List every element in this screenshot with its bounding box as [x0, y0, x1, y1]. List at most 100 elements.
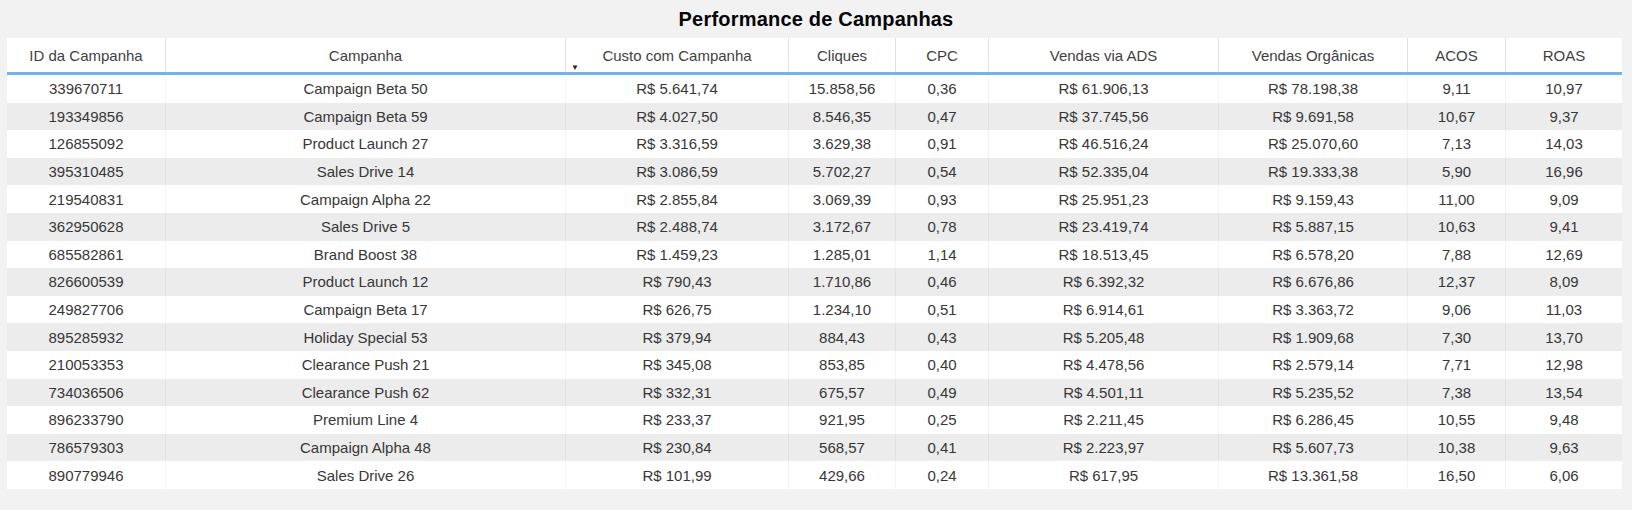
table-title: Performance de Campanhas	[0, 0, 1632, 38]
cell-vendas_organicas: R$ 25.070,60	[1218, 130, 1407, 158]
cell-roas: 10,97	[1505, 75, 1622, 103]
table-row[interactable]: 734036506Clearance Push 62R$ 332,31675,5…	[7, 379, 1622, 407]
cell-campanha: Premium Line 4	[165, 406, 565, 434]
table-row[interactable]: 249827706Campaign Beta 17R$ 626,751.234,…	[7, 296, 1622, 324]
cell-campanha: Campaign Alpha 48	[165, 434, 565, 462]
cell-cliques: 1.710,86	[788, 268, 895, 296]
cell-custo: R$ 233,37	[565, 406, 788, 434]
cell-campanha: Product Launch 12	[165, 268, 565, 296]
cell-roas: 13,54	[1505, 379, 1622, 407]
cell-roas: 9,37	[1505, 103, 1622, 131]
cell-roas: 11,03	[1505, 296, 1622, 324]
table-row[interactable]: 210053353Clearance Push 21R$ 345,08853,8…	[7, 351, 1622, 379]
cell-custo: R$ 2.488,74	[565, 213, 788, 241]
cell-roas: 8,09	[1505, 268, 1622, 296]
cell-campanha: Product Launch 27	[165, 130, 565, 158]
cell-roas: 14,03	[1505, 130, 1622, 158]
cell-id: 786579303	[7, 434, 165, 462]
column-header-cpc[interactable]: CPC	[895, 38, 988, 72]
cell-roas: 16,96	[1505, 158, 1622, 186]
cell-roas: 9,41	[1505, 213, 1622, 241]
cell-roas: 13,70	[1505, 323, 1622, 351]
column-header-vendas_ads[interactable]: Vendas via ADS	[988, 38, 1218, 72]
cell-vendas_organicas: R$ 5.235,52	[1218, 379, 1407, 407]
cell-cliques: 884,43	[788, 323, 895, 351]
cell-campanha: Campaign Beta 59	[165, 103, 565, 131]
cell-id: 826600539	[7, 268, 165, 296]
cell-cpc: 0,43	[895, 323, 988, 351]
cell-custo: R$ 4.027,50	[565, 103, 788, 131]
table-row[interactable]: 395310485Sales Drive 14R$ 3.086,595.702,…	[7, 158, 1622, 186]
cell-acos: 10,63	[1407, 213, 1505, 241]
table-row[interactable]: 786579303Campaign Alpha 48R$ 230,84568,5…	[7, 434, 1622, 462]
table-row[interactable]: 126855092Product Launch 27R$ 3.316,593.6…	[7, 130, 1622, 158]
cell-custo: R$ 101,99	[565, 461, 788, 489]
cell-vendas_ads: R$ 5.205,48	[988, 323, 1218, 351]
table-row[interactable]: 826600539Product Launch 12R$ 790,431.710…	[7, 268, 1622, 296]
cell-acos: 16,50	[1407, 461, 1505, 489]
cell-campanha: Clearance Push 62	[165, 379, 565, 407]
cell-vendas_organicas: R$ 6.578,20	[1218, 241, 1407, 269]
cell-id: 895285932	[7, 323, 165, 351]
cell-campanha: Clearance Push 21	[165, 351, 565, 379]
cell-cliques: 5.702,27	[788, 158, 895, 186]
cell-custo: R$ 332,31	[565, 379, 788, 407]
cell-vendas_organicas: R$ 5.607,73	[1218, 434, 1407, 462]
table-row[interactable]: 890779946Sales Drive 26R$ 101,99429,660,…	[7, 461, 1622, 489]
cell-acos: 10,38	[1407, 434, 1505, 462]
table-row[interactable]: 219540831Campaign Alpha 22R$ 2.855,843.0…	[7, 185, 1622, 213]
column-header-acos[interactable]: ACOS	[1407, 38, 1505, 72]
cell-roas: 6,06	[1505, 461, 1622, 489]
cell-id: 210053353	[7, 351, 165, 379]
cell-vendas_organicas: R$ 13.361,58	[1218, 461, 1407, 489]
cell-acos: 10,55	[1407, 406, 1505, 434]
table-body: 339670711Campaign Beta 50R$ 5.641,7415.8…	[7, 75, 1622, 489]
cell-cliques: 3.629,38	[788, 130, 895, 158]
table-row[interactable]: 339670711Campaign Beta 50R$ 5.641,7415.8…	[7, 75, 1622, 103]
column-header-roas[interactable]: ROAS	[1505, 38, 1622, 72]
cell-custo: R$ 345,08	[565, 351, 788, 379]
table-row[interactable]: 896233790Premium Line 4R$ 233,37921,950,…	[7, 406, 1622, 434]
cell-custo: R$ 379,94	[565, 323, 788, 351]
cell-acos: 7,88	[1407, 241, 1505, 269]
cell-cliques: 1.285,01	[788, 241, 895, 269]
cell-vendas_ads: R$ 617,95	[988, 461, 1218, 489]
cell-vendas_ads: R$ 6.914,61	[988, 296, 1218, 324]
cell-cpc: 0,91	[895, 130, 988, 158]
column-header-label: Custo com Campanha	[602, 47, 751, 64]
cell-acos: 7,13	[1407, 130, 1505, 158]
cell-cpc: 0,25	[895, 406, 988, 434]
table-row[interactable]: 193349856Campaign Beta 59R$ 4.027,508.54…	[7, 103, 1622, 131]
table-row[interactable]: 362950628Sales Drive 5R$ 2.488,743.172,6…	[7, 213, 1622, 241]
cell-vendas_ads: R$ 2.211,45	[988, 406, 1218, 434]
column-header-label: Cliques	[817, 47, 867, 64]
column-header-custo[interactable]: Custo com Campanha▼	[565, 38, 788, 72]
cell-vendas_organicas: R$ 5.887,15	[1218, 213, 1407, 241]
cell-vendas_ads: R$ 4.501,11	[988, 379, 1218, 407]
cell-cpc: 0,24	[895, 461, 988, 489]
cell-campanha: Holiday Special 53	[165, 323, 565, 351]
cell-custo: R$ 3.316,59	[565, 130, 788, 158]
column-header-campanha[interactable]: Campanha	[165, 38, 565, 72]
cell-cpc: 0,40	[895, 351, 988, 379]
cell-acos: 7,38	[1407, 379, 1505, 407]
column-header-vendas_organicas[interactable]: Vendas Orgânicas	[1218, 38, 1407, 72]
column-header-label: ID da Campanha	[29, 47, 142, 64]
cell-roas: 9,63	[1505, 434, 1622, 462]
cell-cliques: 3.069,39	[788, 185, 895, 213]
campaign-performance-table: ID da CampanhaCampanhaCusto com Campanha…	[7, 38, 1622, 489]
table-header-row: ID da CampanhaCampanhaCusto com Campanha…	[7, 38, 1622, 75]
table-row[interactable]: 895285932Holiday Special 53R$ 379,94884,…	[7, 323, 1622, 351]
column-header-cliques[interactable]: Cliques	[788, 38, 895, 72]
cell-cliques: 8.546,35	[788, 103, 895, 131]
table-row[interactable]: 685582861Brand Boost 38R$ 1.459,231.285,…	[7, 241, 1622, 269]
cell-cpc: 0,36	[895, 75, 988, 103]
cell-cpc: 0,78	[895, 213, 988, 241]
cell-acos: 9,11	[1407, 75, 1505, 103]
column-header-id[interactable]: ID da Campanha	[7, 38, 165, 72]
cell-acos: 7,71	[1407, 351, 1505, 379]
cell-cpc: 0,54	[895, 158, 988, 186]
cell-vendas_organicas: R$ 78.198,38	[1218, 75, 1407, 103]
cell-vendas_ads: R$ 18.513,45	[988, 241, 1218, 269]
cell-campanha: Sales Drive 26	[165, 461, 565, 489]
